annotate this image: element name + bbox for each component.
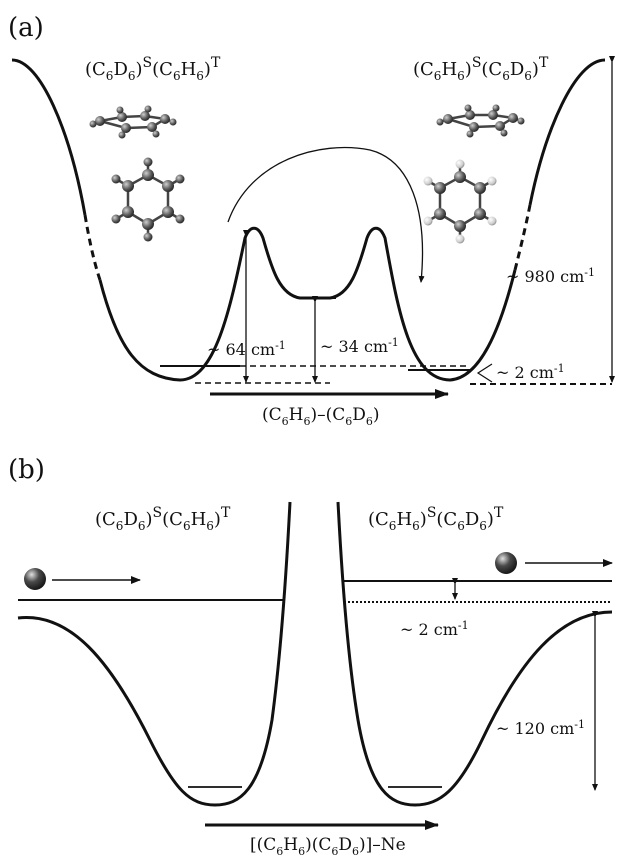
panel-b-left-state-label: (C6D6)S(C6H6)T — [95, 505, 231, 533]
panel-b-splitting-label: ~ 2 cm-1 — [400, 619, 469, 639]
panel-b-coordinate-label: [(C6H6)(C6D6)]–Ne — [250, 835, 406, 857]
panel-a-exchange-arrow — [227, 146, 425, 283]
panel-b-120-label: ~ 120 cm-1 — [496, 718, 585, 738]
panel-a: (a) — [8, 13, 615, 428]
panel-a-potential-curve — [11, 58, 606, 382]
panel-a-64-label: ~ 64 cm-1 — [207, 339, 286, 359]
panel-a-left-state-label: (C6D6)S(C6H6)T — [85, 55, 221, 83]
molecule-bottom-left — [111, 157, 185, 242]
panel-a-34-label: ~ 34 cm-1 — [320, 336, 399, 356]
panel-a-splitting-label: ~ 2 cm-1 — [496, 362, 565, 382]
molecule-bottom-right — [423, 159, 497, 244]
panel-b-label: (b) — [8, 455, 45, 485]
panel-b: (b) (C6D6)S(C6H6)T (C6H6)S(C6D6)T ~ 2 cm… — [8, 455, 613, 857]
panel-a-980-label: ~ 980 cm-1 — [506, 266, 595, 286]
panel-b-right-state-label: (C6H6)S(C6D6)T — [368, 505, 504, 533]
panel-a-coordinate-label: (C6H6)–(C6D6) — [262, 405, 380, 428]
panel-a-splitting-bracket — [476, 363, 493, 383]
panel-b-potential-curves — [17, 501, 613, 807]
panel-a-label: (a) — [8, 13, 44, 43]
molecule-top-right — [436, 104, 525, 138]
panel-b-ball-left — [24, 568, 46, 590]
panel-a-right-state-label: (C6H6)S(C6D6)T — [413, 55, 549, 83]
molecule-top-left — [89, 105, 177, 139]
panel-b-ball-right — [495, 552, 517, 574]
